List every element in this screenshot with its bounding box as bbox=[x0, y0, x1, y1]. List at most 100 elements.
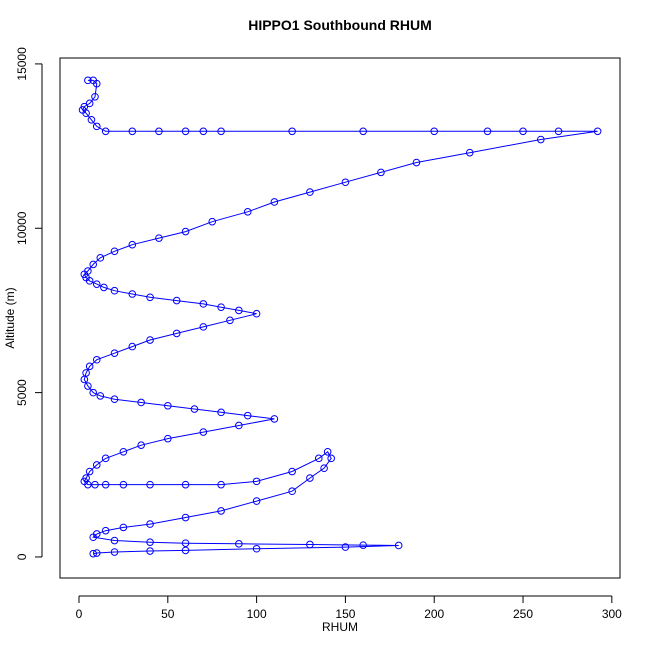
data-point bbox=[217, 408, 225, 417]
data-point bbox=[199, 127, 208, 136]
data-point bbox=[359, 541, 367, 549]
data-point bbox=[252, 309, 261, 318]
data-point bbox=[101, 526, 110, 535]
data-point bbox=[128, 240, 137, 249]
data-point bbox=[96, 392, 105, 400]
data-point bbox=[217, 480, 225, 489]
data-point bbox=[172, 296, 181, 305]
data-point bbox=[320, 464, 328, 473]
data-point bbox=[85, 467, 94, 476]
data-point bbox=[84, 382, 92, 390]
x-axis-label: RHUM bbox=[322, 620, 358, 634]
data-point bbox=[89, 533, 98, 542]
data-point bbox=[270, 415, 279, 423]
data-point bbox=[181, 513, 190, 522]
data-point bbox=[306, 474, 314, 482]
data-point bbox=[92, 122, 101, 131]
data-point bbox=[235, 306, 243, 315]
data-point bbox=[252, 497, 261, 505]
data-point bbox=[92, 79, 101, 88]
data-point bbox=[593, 127, 602, 136]
data-point bbox=[181, 480, 190, 489]
data-point bbox=[101, 480, 110, 489]
data-point bbox=[128, 342, 137, 351]
data-point bbox=[181, 227, 190, 236]
data-point bbox=[101, 127, 110, 136]
series-line bbox=[81, 79, 598, 555]
data-point bbox=[110, 395, 119, 403]
data-point bbox=[235, 421, 243, 430]
data-point bbox=[217, 303, 225, 311]
data-point bbox=[91, 480, 99, 489]
data-point bbox=[92, 461, 101, 469]
data-point bbox=[217, 127, 225, 136]
data-point bbox=[208, 217, 217, 226]
data-point bbox=[85, 99, 94, 108]
data-point bbox=[341, 178, 350, 187]
x-tick-label: 300 bbox=[602, 607, 622, 621]
data-point bbox=[80, 375, 89, 384]
data-point bbox=[314, 454, 323, 463]
data-point bbox=[137, 441, 145, 450]
data-point bbox=[341, 543, 350, 551]
data-point bbox=[359, 127, 367, 136]
data-point bbox=[85, 362, 94, 371]
x-tick-label: 150 bbox=[335, 607, 355, 621]
data-point bbox=[128, 290, 137, 298]
data-point bbox=[146, 520, 154, 528]
data-point bbox=[181, 539, 190, 547]
data-point bbox=[96, 254, 105, 262]
data-point bbox=[119, 480, 128, 489]
data-point bbox=[87, 115, 96, 124]
data-point bbox=[146, 336, 154, 344]
data-point bbox=[235, 540, 243, 548]
data-point bbox=[270, 198, 279, 206]
data-point bbox=[190, 405, 199, 413]
data-point bbox=[146, 293, 154, 302]
data-point bbox=[100, 283, 108, 292]
data-point bbox=[164, 434, 172, 443]
plot-frame bbox=[59, 57, 621, 579]
data-point bbox=[89, 388, 98, 397]
data-point bbox=[92, 280, 101, 288]
y-tick-label: 5000 bbox=[15, 379, 29, 406]
data-point bbox=[155, 234, 163, 242]
data-point bbox=[217, 507, 225, 515]
data-point bbox=[146, 480, 154, 489]
data-point bbox=[465, 148, 474, 157]
data-point bbox=[85, 277, 94, 285]
data-point bbox=[89, 260, 98, 269]
y-tick-label: 15000 bbox=[15, 47, 29, 81]
data-point bbox=[412, 158, 421, 167]
data-point bbox=[181, 546, 190, 555]
x-tick-label: 50 bbox=[161, 607, 175, 621]
data-point bbox=[288, 127, 296, 136]
data-point bbox=[101, 454, 110, 463]
data-point bbox=[110, 286, 119, 295]
data-point bbox=[92, 549, 101, 557]
y-tick-label: 0 bbox=[15, 553, 29, 560]
data-point bbox=[128, 127, 137, 136]
data-point bbox=[536, 135, 545, 144]
data-point bbox=[323, 447, 332, 456]
data-point bbox=[92, 355, 101, 364]
data-point bbox=[288, 467, 296, 476]
data-point bbox=[199, 323, 208, 331]
data-point bbox=[394, 541, 403, 550]
data-point bbox=[119, 447, 128, 456]
data-point bbox=[199, 300, 208, 308]
data-point bbox=[519, 127, 527, 136]
data-point bbox=[243, 208, 252, 216]
data-point bbox=[306, 188, 314, 196]
y-axis-label: Altitude (m) bbox=[3, 287, 17, 348]
data-point bbox=[181, 127, 190, 136]
data-point bbox=[110, 247, 119, 256]
data-point bbox=[89, 549, 98, 558]
data-point bbox=[430, 127, 439, 136]
data-point bbox=[252, 544, 261, 553]
chart-title: HIPPO1 Southbound RHUM bbox=[248, 17, 432, 33]
data-point bbox=[483, 127, 492, 136]
data-point bbox=[146, 538, 154, 546]
x-tick-label: 250 bbox=[513, 607, 533, 621]
data-point bbox=[82, 109, 90, 118]
